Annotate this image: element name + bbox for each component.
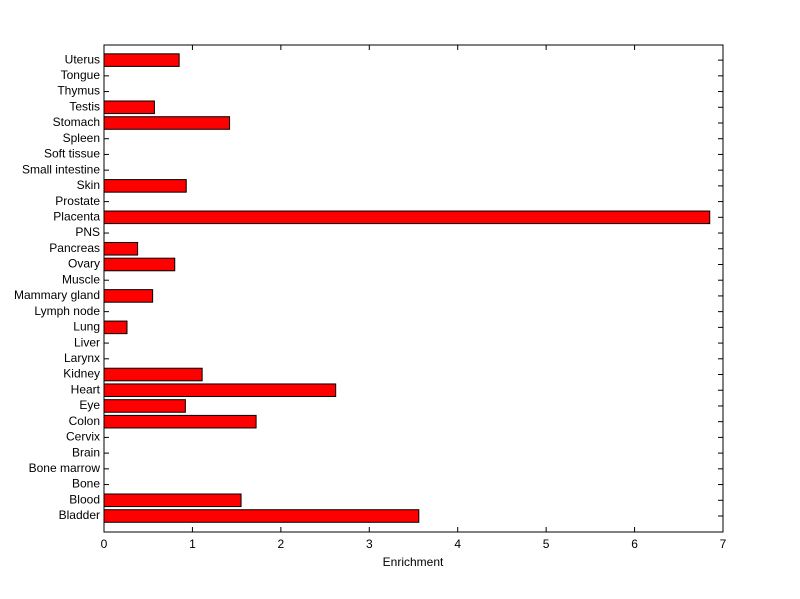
bar xyxy=(103,383,337,398)
y-tick-label: Liver xyxy=(74,335,100,349)
y-tick-label: Heart xyxy=(71,382,101,396)
y-tick-label: Bone marrow xyxy=(29,461,101,475)
y-tick-label: Cervix xyxy=(66,430,100,444)
bar xyxy=(103,493,242,508)
y-tick-label: Small intestine xyxy=(22,162,100,176)
y-tick-label: Prostate xyxy=(55,194,100,208)
y-tick-label: Pancreas xyxy=(49,241,100,255)
x-tick-label: 5 xyxy=(543,537,550,551)
y-tick-label: Spleen xyxy=(63,131,100,145)
y-tick-label: Soft tissue xyxy=(44,147,100,161)
bar xyxy=(103,399,186,413)
bar xyxy=(103,289,154,303)
y-tick-label: Skin xyxy=(77,178,100,192)
x-tick-label: 0 xyxy=(101,537,108,551)
y-tick-label: Blood xyxy=(69,492,100,506)
bar xyxy=(103,414,257,429)
y-tick-label: Placenta xyxy=(53,209,100,223)
bar xyxy=(103,257,176,272)
x-axis-label: Enrichment xyxy=(383,555,444,569)
y-tick-label: Lymph node xyxy=(34,304,100,318)
bar xyxy=(103,367,203,382)
y-tick-label: Brain xyxy=(72,445,100,459)
y-tick-label: Stomach xyxy=(53,115,100,129)
bar xyxy=(103,241,139,256)
y-tick-label: Bladder xyxy=(59,508,100,522)
x-tick-label: 7 xyxy=(720,537,727,551)
bar xyxy=(103,210,711,225)
bar xyxy=(103,53,180,67)
bar xyxy=(103,179,187,193)
bar xyxy=(103,509,420,523)
x-tick-label: 3 xyxy=(366,537,373,551)
y-tick-label: Larynx xyxy=(64,351,100,365)
y-tick-label: Muscle xyxy=(62,272,100,286)
y-tick-label: Eye xyxy=(79,398,100,412)
y-tick-label: Mammary gland xyxy=(14,288,100,302)
y-tick-label: Kidney xyxy=(63,367,100,381)
y-tick-label: Bone xyxy=(72,477,100,491)
bar xyxy=(103,116,231,130)
y-tick-label: Testis xyxy=(69,99,100,113)
y-tick-label: Colon xyxy=(69,414,100,428)
y-tick-label: Ovary xyxy=(68,257,100,271)
bar xyxy=(103,320,128,335)
y-tick-label: Lung xyxy=(73,320,100,334)
x-tick-label: 4 xyxy=(454,537,461,551)
y-tick-label: Uterus xyxy=(65,52,100,66)
y-tick-label: Tongue xyxy=(61,68,101,82)
bar xyxy=(103,100,155,115)
x-tick-label: 1 xyxy=(189,537,196,551)
x-tick-label: 2 xyxy=(278,537,285,551)
y-tick-label: Thymus xyxy=(57,84,100,98)
x-tick-label: 6 xyxy=(631,537,638,551)
y-tick-label: PNS xyxy=(75,225,100,239)
